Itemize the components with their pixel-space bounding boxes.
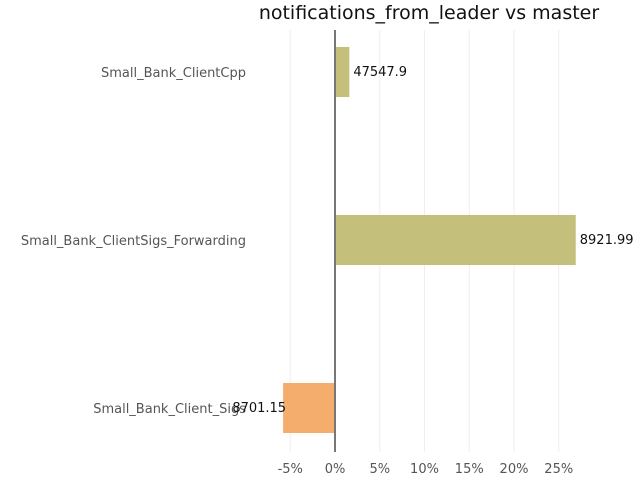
chart-title: notifications_from_leader vs master — [259, 2, 600, 24]
x-tick-label: 20% — [500, 462, 529, 477]
bar — [335, 215, 576, 265]
x-tick-label: 25% — [544, 462, 573, 477]
category-label: Small_Bank_ClientSigs_Forwarding — [21, 234, 246, 249]
bars — [283, 47, 576, 433]
category-label: Small_Bank_Client_Sigs — [93, 402, 246, 417]
bar — [283, 383, 335, 433]
category-label: Small_Bank_ClientCpp — [101, 66, 246, 81]
data-label: 8921.99 — [580, 233, 634, 248]
data-label: 8701.15 — [232, 401, 286, 416]
labels: -5% 0% 5% 10% 15% 20% 25% Small_Bank_ClientCpp 4… — [21, 65, 634, 477]
x-tick-label: 15% — [455, 462, 484, 477]
x-tick-label: -5% — [278, 462, 303, 477]
data-label: 47547.9 — [353, 65, 407, 80]
x-tick-label: 0% — [325, 462, 346, 477]
x-tick-label: 5% — [369, 462, 390, 477]
bar — [335, 47, 350, 97]
x-tick-label: 10% — [410, 462, 439, 477]
